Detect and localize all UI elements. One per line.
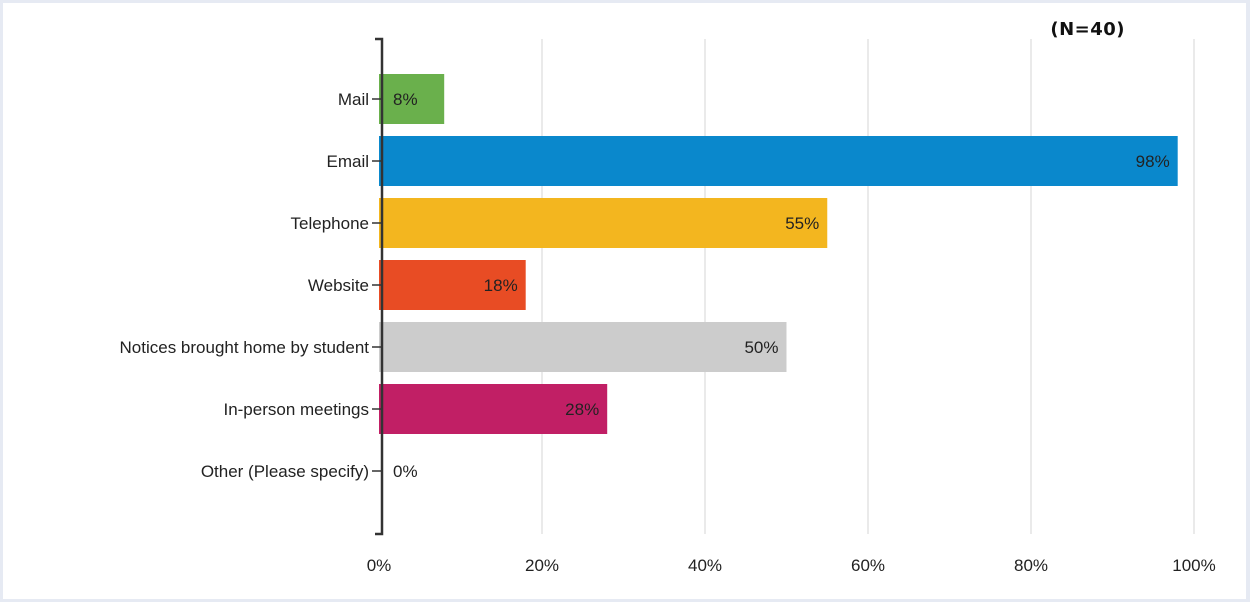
bar-3 [379, 260, 526, 310]
bar-1 [379, 136, 1178, 186]
data-label-2: 55% [785, 214, 819, 233]
category-label-3: Website [308, 276, 369, 295]
category-label-6: Other (Please specify) [201, 462, 369, 481]
x-tick-label-40: 40% [688, 556, 722, 575]
data-label-5: 28% [565, 400, 599, 419]
category-label-1: Email [326, 152, 369, 171]
axes [372, 37, 384, 536]
labels: 0% 20% 40% 60% 80% 100% Mail 8% Email 98% Telephon… [120, 90, 1216, 575]
bar-2 [379, 198, 828, 248]
x-tick-label-100: 100% [1172, 556, 1215, 575]
bar-chart: 0% 20% 40% 60% 80% 100% Mail 8% Email 98% Telephon… [120, 37, 1216, 575]
data-label-1: 98% [1136, 152, 1170, 171]
x-tick-label-20: 20% [525, 556, 559, 575]
sample-size-note: (N=40) [1050, 19, 1125, 40]
data-label-6: 0% [393, 462, 418, 481]
x-tick-label-80: 80% [1014, 556, 1048, 575]
x-tick-label-60: 60% [851, 556, 885, 575]
category-label-4: Notices brought home by student [120, 338, 370, 357]
bar-5 [379, 384, 608, 434]
x-tick-label-0: 0% [367, 556, 392, 575]
category-label-2: Telephone [291, 214, 369, 233]
bar-0 [379, 74, 445, 124]
category-label-5: In-person meetings [223, 400, 369, 419]
data-label-4: 50% [744, 338, 778, 357]
bars [379, 74, 1178, 434]
data-label-3: 18% [484, 276, 518, 295]
category-label-0: Mail [338, 90, 369, 109]
y-axis-line [375, 37, 384, 536]
bar-4 [379, 322, 787, 372]
gridlines [541, 39, 1195, 534]
data-label-0: 8% [393, 90, 418, 109]
